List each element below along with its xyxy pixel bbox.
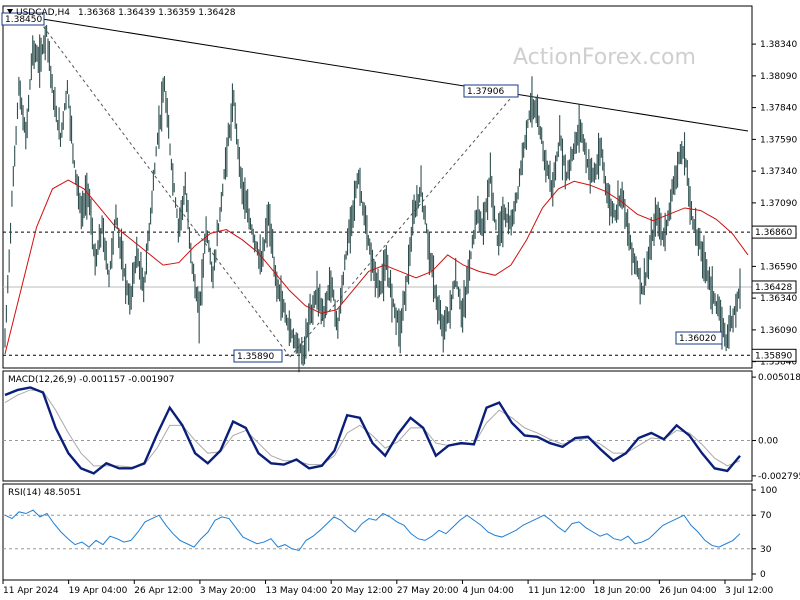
- time-tick-label: 3 May 20:00: [200, 586, 256, 596]
- ma-line: [4, 179, 749, 355]
- price-tick-label: 1.35840: [760, 358, 797, 368]
- macd-panel-frame: [2, 370, 753, 482]
- moving-average: [4, 179, 749, 355]
- watermark-text: ActionForex.com: [513, 45, 696, 70]
- time-tick-label: 3 Jul 12:00: [725, 586, 774, 596]
- price-tick-label: 1.36590: [760, 262, 797, 272]
- current-price-label: 1.36428: [755, 283, 792, 293]
- rsi-series: [4, 509, 741, 552]
- macd-header: MACD(12,26,9) -0.001157 -0.001907: [8, 375, 174, 385]
- macd-panel: 0.005018 0.00 -0.002795 MACD(12,26,9) -0.0…: [2, 370, 800, 482]
- rsi-line: [4, 509, 741, 552]
- macd-tick-label: -0.002795: [758, 472, 800, 482]
- annotation-label: 1.38450: [5, 15, 42, 25]
- annotation-box: [1, 12, 45, 26]
- time-tick-label: 13 May 04:00: [266, 586, 328, 596]
- level-tag: [751, 348, 797, 362]
- annotation-label: 1.37906: [467, 87, 504, 97]
- rsi-header: RSI(14) 48.5051: [8, 488, 81, 498]
- time-axis: 11 Apr 2024 19 Apr 04:00 26 Apr 12:00 3 May…: [2, 580, 774, 596]
- price-tick-label: 1.37840: [760, 104, 797, 114]
- macd-main-line: [4, 386, 741, 475]
- macd-tick-label: 0.005018: [758, 373, 800, 383]
- time-tick-label: 18 Jun 20:00: [594, 586, 651, 596]
- level-label: 1.35890: [755, 351, 792, 361]
- level-tag: [751, 225, 797, 239]
- time-tick-label: 26 Jun 04:00: [659, 586, 716, 596]
- price-annotations: 1.38450 1.37906 1.35890 1.36020: [1, 12, 723, 363]
- price-tick-label: 1.37340: [760, 167, 797, 177]
- time-tick-label: 19 Apr 04:00: [69, 586, 128, 596]
- rsi-tick-label: 70: [760, 511, 772, 521]
- annotation-box: [233, 349, 283, 363]
- price-panel-frame: [2, 5, 753, 369]
- level-label: 1.36860: [755, 228, 792, 238]
- rsi-axis: 100 70 30 0: [3, 486, 777, 580]
- rsi-panel: 100 70 30 0 RSI(14) 48.5051: [2, 483, 777, 581]
- macd-signal-line: [4, 389, 741, 468]
- price-tick-label: 1.37590: [760, 135, 797, 145]
- resistance-trend-line: [35, 17, 749, 132]
- collapse-arrow-icon[interactable]: [7, 9, 13, 14]
- time-tick-label: 27 May 20:00: [397, 586, 459, 596]
- price-tick-label: 1.36090: [760, 326, 797, 336]
- price-axis: 1.38340 1.38090 1.37840 1.37590 1.37340 1.370…: [752, 40, 797, 368]
- time-tick-label: 11 Jun 12:00: [528, 586, 585, 596]
- macd-tick-label: 0.00: [758, 437, 778, 447]
- rsi-tick-label: 0: [760, 570, 766, 580]
- time-tick-label: 26 Apr 12:00: [134, 586, 193, 596]
- macd-series: [4, 386, 741, 475]
- trend-lines: [35, 17, 749, 358]
- rsi-tick-label: 30: [760, 545, 772, 555]
- annotation-box: [675, 331, 723, 345]
- annotation-label: 1.35890: [237, 352, 274, 362]
- price-panel: 1.38340 1.38090 1.37840 1.37590 1.37340 1.370…: [1, 5, 797, 373]
- time-tick-label: 20 May 12:00: [331, 586, 393, 596]
- up-leg-dashed-line: [289, 91, 517, 358]
- down-leg-dashed-line: [39, 21, 291, 358]
- symbol-label: USDCAD,H4: [16, 8, 70, 18]
- rsi-panel-frame: [2, 483, 753, 581]
- time-tick-label: 11 Apr 2024: [3, 586, 59, 596]
- annotation-box: [463, 84, 519, 98]
- rsi-tick-label: 100: [760, 486, 777, 496]
- annotation-label: 1.36020: [679, 334, 716, 344]
- ohlc-label: 1.36368 1.36439 1.36359 1.36428: [78, 8, 236, 18]
- current-price-tag: [751, 280, 797, 294]
- price-tick-label: 1.37090: [760, 199, 797, 209]
- price-tick-label: 1.38090: [760, 72, 797, 82]
- price-tick-label: 1.36340: [760, 294, 797, 304]
- price-series: [4, 25, 741, 373]
- price-tick-label: 1.38340: [760, 40, 797, 50]
- time-tick-label: 4 Jun 04:00: [462, 586, 514, 596]
